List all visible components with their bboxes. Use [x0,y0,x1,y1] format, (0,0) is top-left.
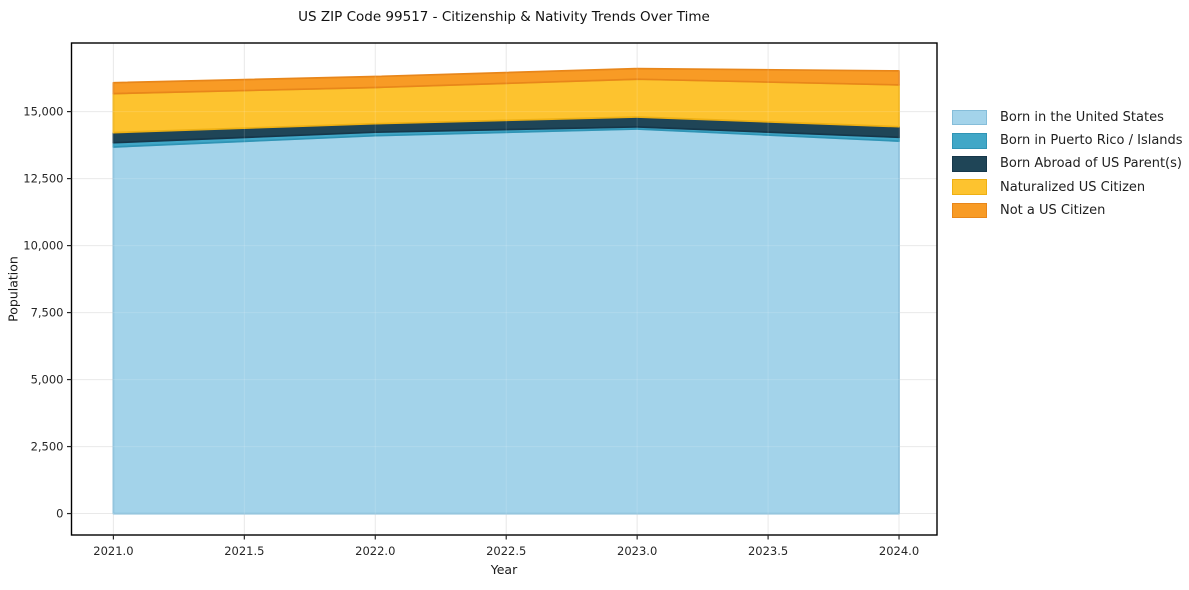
plot-border [70,42,938,536]
legend-swatch-icon [952,133,987,149]
area-not-a-us-citizen [112,67,900,95]
legend-item: Naturalized US Citizen [952,176,1183,199]
x-tick-label: 2024.0 [879,544,919,558]
y-tick-label: 0 [56,507,63,521]
chart-title: US ZIP Code 99517 - Citizenship & Nativi… [298,9,710,25]
y-tick-label: 15,000 [23,105,63,119]
legend-item: Born in Puerto Rico / Islands [952,129,1183,152]
gridlines-overlay [71,43,937,535]
legend-label: Born in the United States [1000,110,1164,126]
legend-swatch-icon [952,202,987,219]
legend-item: Born in the United States [952,106,1183,129]
legend-label: Born Abroad of US Parent(s) [1000,156,1182,172]
x-tick-label: 2021.0 [93,544,133,558]
x-tick-label: 2023.5 [748,544,788,558]
x-tick-label: 2022.5 [486,544,526,558]
y-tick-label: 2,500 [31,440,64,454]
x-axis: 2021.0 2021.5 2022.0 2022.5 2023.0 2023.5 2024… [93,535,919,558]
y-tick-label: 5,000 [31,373,64,387]
area-series-group [112,67,900,515]
legend-label: Not a US Citizen [1000,202,1106,218]
legend-label: Born in Puerto Rico / Islands [1000,133,1183,149]
y-tick-label: 12,500 [23,172,63,186]
y-tick-label: 10,000 [23,239,63,253]
legend: Born in the United States Born in Puerto … [952,106,1183,222]
y-axis-label: Population [5,256,21,322]
x-tick-label: 2023.0 [617,544,657,558]
legend-swatch-icon [952,156,987,172]
legend-item: Not a US Citizen [952,199,1183,222]
legend-swatch-icon [952,179,987,195]
y-tick-label: 7,500 [31,306,64,320]
legend-swatch-icon [952,109,987,126]
y-axis: 0 2,500 5,000 7,500 10,000 12,500 15,000 [23,105,72,521]
legend-label: Naturalized US Citizen [1000,179,1146,195]
legend-item: Born Abroad of US Parent(s) [952,152,1183,175]
x-tick-label: 2022.0 [355,544,395,558]
x-tick-label: 2021.5 [224,544,264,558]
x-axis-label: Year [490,562,518,577]
